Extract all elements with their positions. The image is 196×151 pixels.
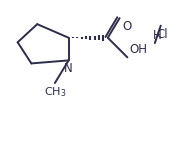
Text: OH: OH	[129, 43, 147, 56]
Text: H: H	[152, 29, 161, 42]
Text: N: N	[64, 62, 73, 75]
Text: O: O	[122, 20, 132, 33]
Text: CH$_3$: CH$_3$	[44, 85, 66, 99]
Text: Cl: Cl	[157, 28, 169, 41]
